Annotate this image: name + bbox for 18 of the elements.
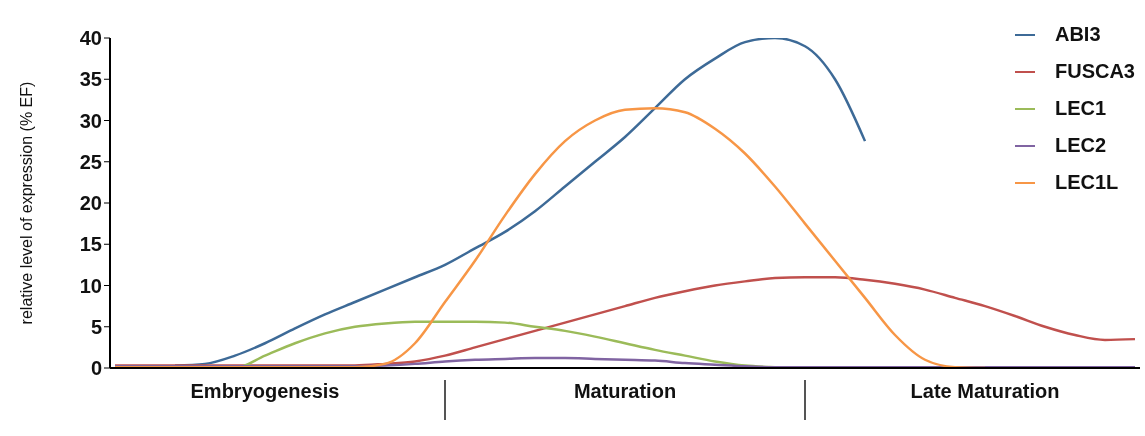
y-tick-label: 35 <box>79 68 102 91</box>
x-tick-label: Maturation <box>573 380 677 402</box>
y-tick-label: 20 <box>79 192 102 215</box>
y-tick-label: 30 <box>79 109 102 132</box>
legend-label: LEC1L <box>1054 171 1119 194</box>
legend-label: LEC2 <box>1054 134 1107 157</box>
y-tick-label: 15 <box>79 233 102 256</box>
y-tick-label: 10 <box>79 274 102 297</box>
legend-label: FUSCA3 <box>1054 60 1135 83</box>
x-tick-label: Late Maturation <box>910 380 1060 402</box>
x-tick-label: Embryogenesis <box>190 380 340 402</box>
y-tick-label: 25 <box>79 150 102 173</box>
legend-label: LEC1 <box>1054 97 1107 120</box>
y-tick-label: 0 <box>90 357 102 380</box>
y-tick-label: 40 <box>79 27 102 50</box>
y-axis-title: relative level of expression (% EF) <box>17 81 35 325</box>
y-tick-label: 5 <box>90 315 102 338</box>
legend-label: ABI3 <box>1054 23 1101 46</box>
